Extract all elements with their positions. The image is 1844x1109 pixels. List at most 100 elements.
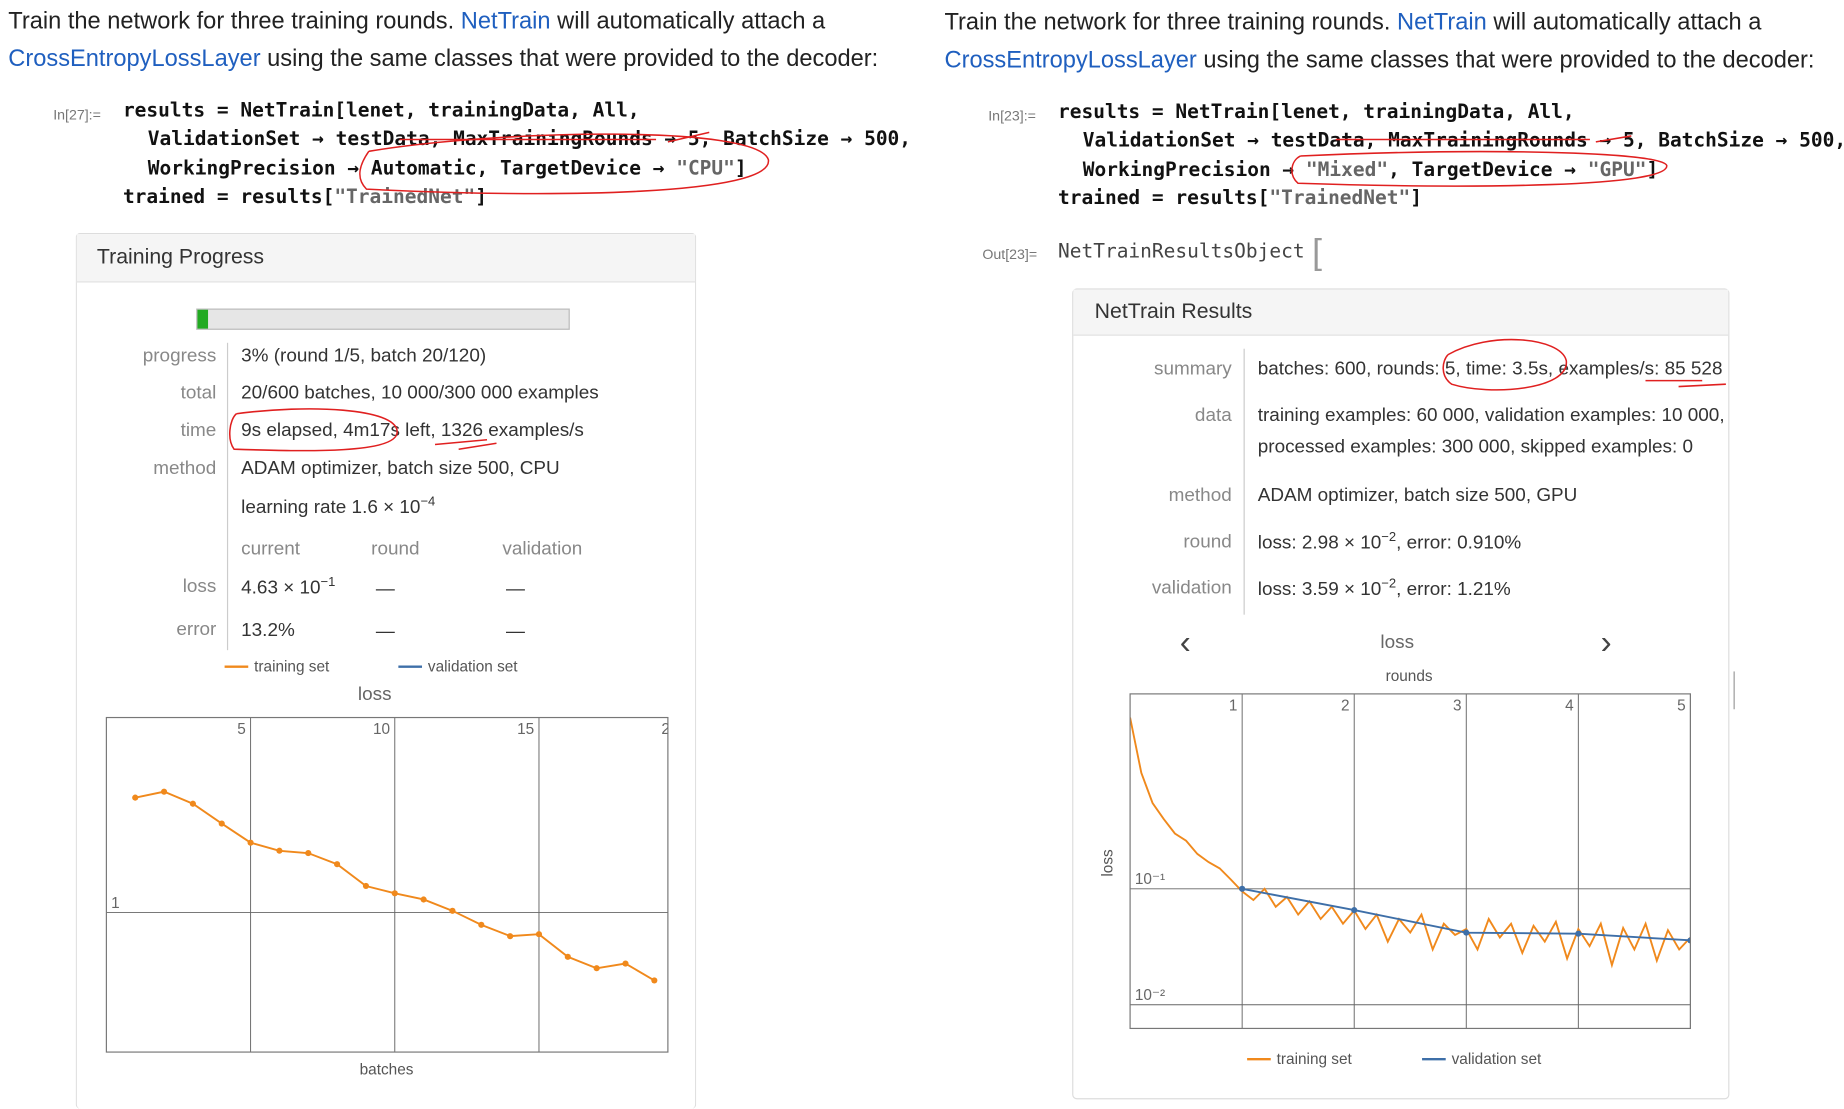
x-tick-label: 10 xyxy=(373,721,390,738)
red-arrow xyxy=(434,438,497,450)
text: Train the network for three training rou… xyxy=(8,8,461,35)
point xyxy=(622,960,629,967)
plot-frame xyxy=(1129,693,1691,1030)
separator xyxy=(1243,348,1245,615)
point xyxy=(276,847,283,854)
y-axis-label: loss xyxy=(1099,849,1116,877)
text: 4.63 × 10 xyxy=(241,578,321,599)
code: WorkingPrecision → xyxy=(1082,158,1306,181)
point xyxy=(305,850,312,857)
output-label: Out[23]= xyxy=(982,245,1038,263)
point xyxy=(1463,929,1470,936)
exponent: −4 xyxy=(420,495,436,510)
row-value: training examples: 60 000, validation ex… xyxy=(1257,405,1725,426)
string: "GPU" xyxy=(1587,158,1647,181)
x-tick-label: 5 xyxy=(1677,697,1686,714)
text: learning rate 1.6 × 10 xyxy=(241,497,421,518)
row-value: — xyxy=(505,621,525,642)
row-value: — xyxy=(375,579,395,600)
bracket: [ xyxy=(1312,232,1322,272)
link[interactable]: NetTrain xyxy=(1397,9,1487,36)
red-circle xyxy=(1291,150,1668,187)
text: % (round 1/5, batch 20/120) xyxy=(251,346,487,367)
link[interactable]: CrossEntropyLossLayer xyxy=(944,47,1197,74)
text: loss: 3.59 × 10 xyxy=(1257,579,1382,600)
text: will automatically attach a xyxy=(1486,9,1762,36)
chart-title: loss xyxy=(1380,632,1414,653)
input-label: In[23]:= xyxy=(988,107,1036,125)
code: trained = results[ xyxy=(1057,186,1270,209)
string: "CPU" xyxy=(676,156,735,180)
annotations xyxy=(229,131,1726,452)
progress-panel xyxy=(75,232,697,1109)
code-line: ValidationSet → testData, MaxTrainingRou… xyxy=(147,127,912,150)
red-circle xyxy=(1442,338,1568,391)
row-value: ADAM optimizer, batch size 500, GPU xyxy=(1257,485,1578,506)
point xyxy=(593,965,600,972)
row-value: ADAM optimizer, batch size 500, CPU xyxy=(241,458,560,479)
output-head: NetTrainResultsObject xyxy=(1057,239,1305,263)
point xyxy=(1687,937,1691,944)
legend-label: validation set xyxy=(1452,1051,1542,1068)
nav-next[interactable]: › xyxy=(1600,624,1612,661)
x-axis-label: batches xyxy=(360,1062,414,1079)
legend-label: training set xyxy=(254,658,330,675)
red-strike xyxy=(1335,135,1632,143)
point xyxy=(478,921,485,928)
code-line: trained = results["TrainedNet"] xyxy=(1057,186,1423,209)
text: using the same classes that were provide… xyxy=(1196,47,1815,74)
input-label: In[27]:= xyxy=(53,106,101,123)
text: Train the network for three training rou… xyxy=(944,9,1398,36)
intro-line: CrossEntropyLossLayer using the same cla… xyxy=(944,48,1814,72)
point xyxy=(449,907,456,914)
nav-prev[interactable]: ‹ xyxy=(1179,624,1191,661)
x-tick-label: 20 xyxy=(661,721,678,738)
link[interactable]: NetTrain xyxy=(460,8,551,35)
legend-label: validation set xyxy=(428,658,518,675)
code-line: results = NetTrain[lenet, trainingData, … xyxy=(122,99,640,122)
row-label: method xyxy=(1168,485,1232,506)
point xyxy=(160,788,168,795)
red-circle xyxy=(229,408,398,452)
x-tick-label: 5 xyxy=(237,721,246,738)
point xyxy=(1351,907,1358,914)
row-value: — xyxy=(505,579,525,600)
row-value: 9s elapsed, 4m17s left, 1326 examples/s xyxy=(241,420,584,441)
row-value: learning rate 1.6 × 10−4 xyxy=(241,496,435,518)
code-line: WorkingPrecision → Automatic, TargetDevi… xyxy=(147,156,747,180)
panel-header xyxy=(1073,289,1729,336)
column-header: validation xyxy=(502,539,583,560)
column-header: current xyxy=(241,539,301,560)
point xyxy=(507,933,514,940)
code: trained = results[ xyxy=(122,185,335,208)
link[interactable]: CrossEntropyLossLayer xyxy=(8,46,261,73)
row-value: processed examples: 300 000, skipped exa… xyxy=(1257,437,1694,458)
panel-header xyxy=(76,234,696,283)
text: will automatically attach a xyxy=(550,8,826,35)
code: ] xyxy=(1410,186,1423,209)
code: WorkingPrecision → Automatic, TargetDevi… xyxy=(147,156,677,180)
legend-label: training set xyxy=(1277,1051,1353,1068)
point xyxy=(535,931,543,938)
code-line: WorkingPrecision → "Mixed", TargetDevice… xyxy=(1083,160,1658,180)
intro-line: Train the network for three training rou… xyxy=(8,9,825,33)
red-underline xyxy=(1645,379,1726,388)
plot-frame xyxy=(105,716,669,1053)
point xyxy=(189,800,196,807)
row-value: 3% (round 1/5, batch 20/120) xyxy=(241,346,487,367)
chart: 1 2 3 4 5 10⁻¹ 10⁻² training set validation set l… xyxy=(1099,632,1691,1068)
row-label: loss xyxy=(182,576,217,597)
x-tick-label: 1 xyxy=(1229,697,1238,714)
plot-area: 1 2 3 4 5 10⁻¹ 10⁻² xyxy=(1130,693,1691,1029)
point xyxy=(132,794,139,801)
text: , error: 0.910% xyxy=(1396,533,1522,554)
exponent: −2 xyxy=(1381,530,1397,545)
intro-line: Train the network for three training rou… xyxy=(944,11,1761,35)
x-tick-label: 15 xyxy=(517,721,534,738)
series-line xyxy=(1130,717,1691,969)
exponent: −2 xyxy=(1381,576,1397,591)
intro-line: CrossEntropyLossLayer using the same cla… xyxy=(8,47,878,71)
code: ] xyxy=(475,185,487,208)
